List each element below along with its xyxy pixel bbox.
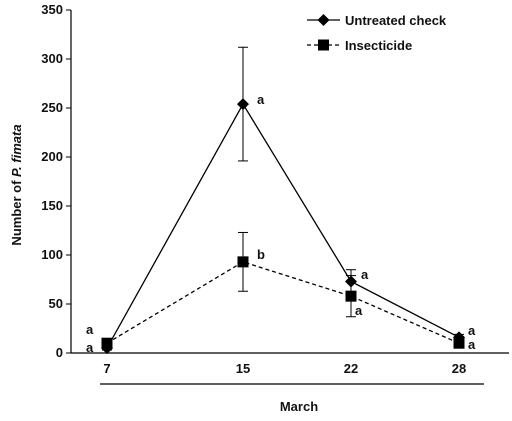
x-tick-label: 7 bbox=[103, 361, 110, 376]
y-tick-label: 350 bbox=[41, 2, 63, 17]
series-line-insecticide bbox=[106, 261, 460, 344]
legend-marker-square bbox=[318, 39, 329, 51]
data-point-square bbox=[345, 290, 357, 302]
significance-letter: a bbox=[468, 323, 476, 338]
data-point-square bbox=[453, 337, 465, 349]
y-axis-title-prefix: Number of bbox=[9, 177, 24, 246]
x-tick-label: 15 bbox=[236, 361, 250, 376]
significance-letter: b bbox=[257, 247, 265, 262]
significance-letter: a bbox=[86, 340, 94, 355]
y-axis-title: Number of P. fimata bbox=[9, 124, 24, 245]
y-tick-label: 100 bbox=[41, 247, 63, 262]
y-tick-label: 300 bbox=[41, 51, 63, 66]
significance-letter: a bbox=[468, 337, 476, 352]
significance-letter: a bbox=[257, 92, 265, 107]
x-tick-label: 28 bbox=[452, 361, 466, 376]
legend-label-untreated: Untreated check bbox=[345, 13, 447, 28]
significance-letter: a bbox=[86, 322, 94, 337]
y-tick-label: 250 bbox=[41, 100, 63, 115]
significance-letter: a bbox=[361, 267, 369, 282]
y-axis-title-italic: P. fimata bbox=[9, 124, 24, 177]
data-point-square bbox=[237, 256, 249, 268]
legend: Untreated check Insecticide bbox=[307, 13, 447, 53]
y-tick-label: 0 bbox=[56, 345, 63, 360]
y-tick-label: 50 bbox=[49, 296, 63, 311]
data-point-diamond bbox=[237, 98, 249, 111]
data-point-square bbox=[101, 337, 113, 349]
x-axis-title: March bbox=[280, 399, 318, 414]
series-line-untreated bbox=[106, 102, 460, 349]
x-tick-label: 22 bbox=[344, 361, 358, 376]
legend-marker-diamond bbox=[317, 14, 330, 26]
y-tick-label: 150 bbox=[41, 198, 63, 213]
y-tick-label: 200 bbox=[41, 149, 63, 164]
legend-label-insecticide: Insecticide bbox=[345, 38, 412, 53]
significance-letter: a bbox=[355, 303, 363, 318]
